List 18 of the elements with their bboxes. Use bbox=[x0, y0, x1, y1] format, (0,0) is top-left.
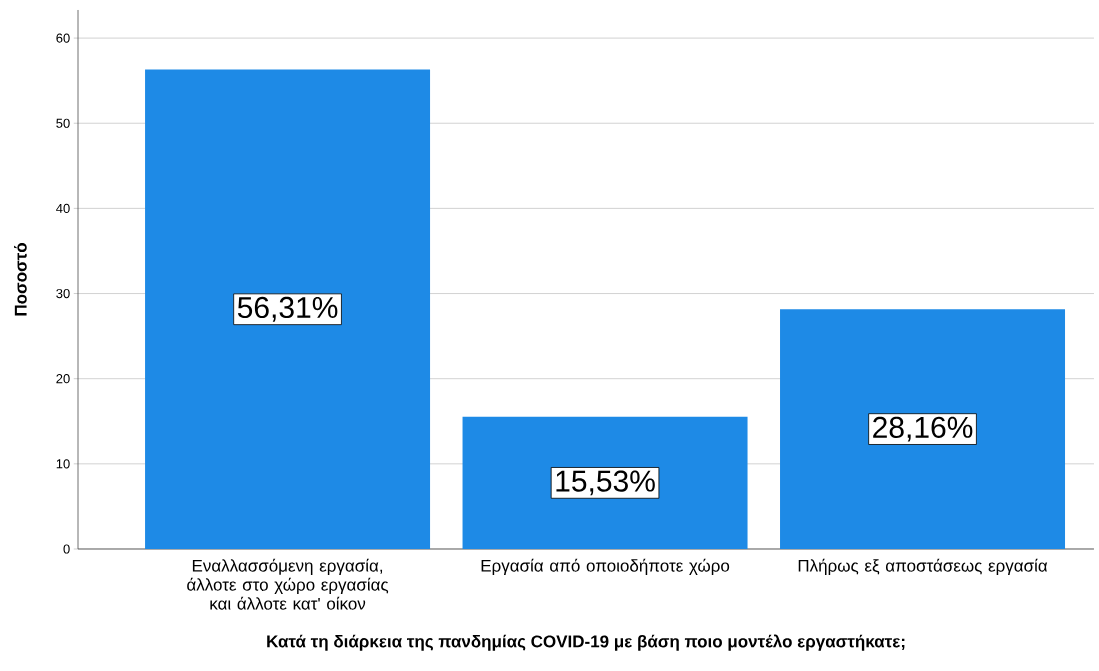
y-tick-label: 0 bbox=[63, 544, 70, 554]
bar bbox=[145, 69, 431, 549]
y-tick-label: 20 bbox=[56, 374, 70, 384]
x-tick-label: Εναλλασσόμενη εργασία, άλλοτε στο χώρο εργασίας και άλλοτε κατ' οίκον bbox=[187, 558, 389, 610]
data-label: 15,53% bbox=[556, 470, 655, 496]
x-axis-title: Κατά τη διάρκεια της πανδημίας COVID-19 με βάση ποιο μοντέλο εργαστήκατε; bbox=[267, 634, 905, 651]
x-tick-label: Πλήρως εξ αποστάσεως εργασία bbox=[798, 558, 1048, 576]
y-tick-label: 60 bbox=[56, 33, 70, 43]
y-tick-label: 40 bbox=[56, 203, 70, 213]
bar bbox=[780, 309, 1066, 549]
y-tick-label: 30 bbox=[56, 288, 70, 299]
data-label: 56,31% bbox=[237, 296, 338, 322]
y-tick-label: 50 bbox=[56, 118, 70, 128]
y-axis-title: Ποσοστό bbox=[14, 243, 27, 316]
y-tick-label: 10 bbox=[56, 459, 70, 469]
bar bbox=[462, 416, 748, 549]
x-tick-label: Εργασία από οποιοδήποτε χώρο bbox=[481, 558, 730, 576]
data-label: 28,16% bbox=[873, 416, 973, 442]
